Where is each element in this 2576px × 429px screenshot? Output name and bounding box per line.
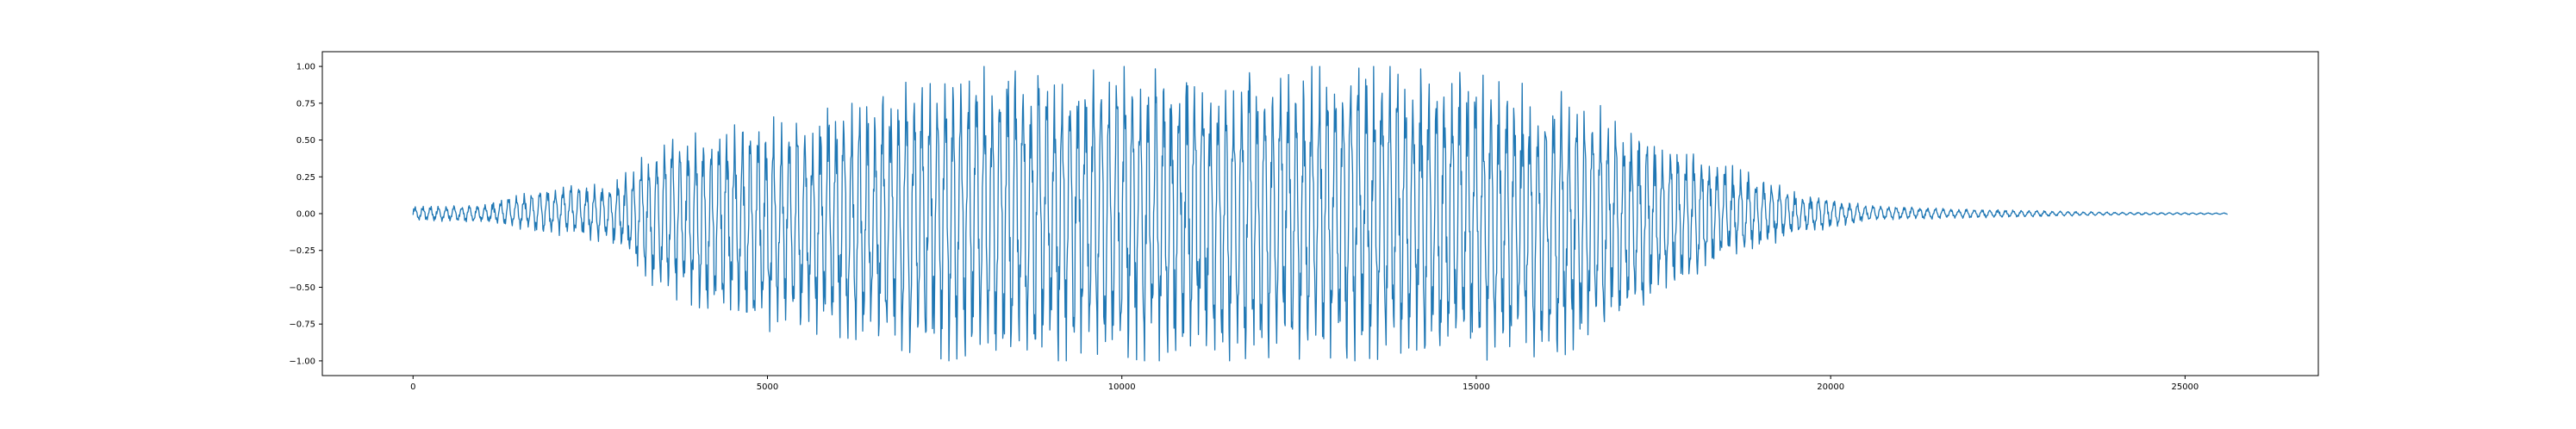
y-tick-label: −0.25 <box>289 246 315 256</box>
y-tick-label: −0.50 <box>289 283 315 293</box>
x-tick-label: 10000 <box>1108 382 1136 392</box>
series-layer <box>412 65 2228 362</box>
y-tick-label: −0.75 <box>289 320 315 330</box>
x-tick-label: 5000 <box>757 382 778 392</box>
y-tick-label: 0.75 <box>296 99 315 109</box>
y-tick-label: 0.00 <box>296 210 315 220</box>
y-tick-label: 1.00 <box>296 63 315 72</box>
x-tick-label: 0 <box>410 382 415 392</box>
y-tick-label: 0.50 <box>296 136 315 146</box>
x-tick-label: 15000 <box>1463 382 1490 392</box>
y-tick-label: 0.25 <box>296 173 315 183</box>
y-axis: 1.00 0.75 0.50 0.25 0.00 −0.25 −0.50 −0.75 −1.00 <box>289 63 322 366</box>
x-axis: 0 5000 10000 15000 20000 25000 <box>410 376 2199 392</box>
x-tick-label: 20000 <box>1817 382 1844 392</box>
waveform-series-line <box>412 65 2228 362</box>
x-tick-label: 25000 <box>2171 382 2199 392</box>
y-tick-label: −1.00 <box>289 357 315 366</box>
